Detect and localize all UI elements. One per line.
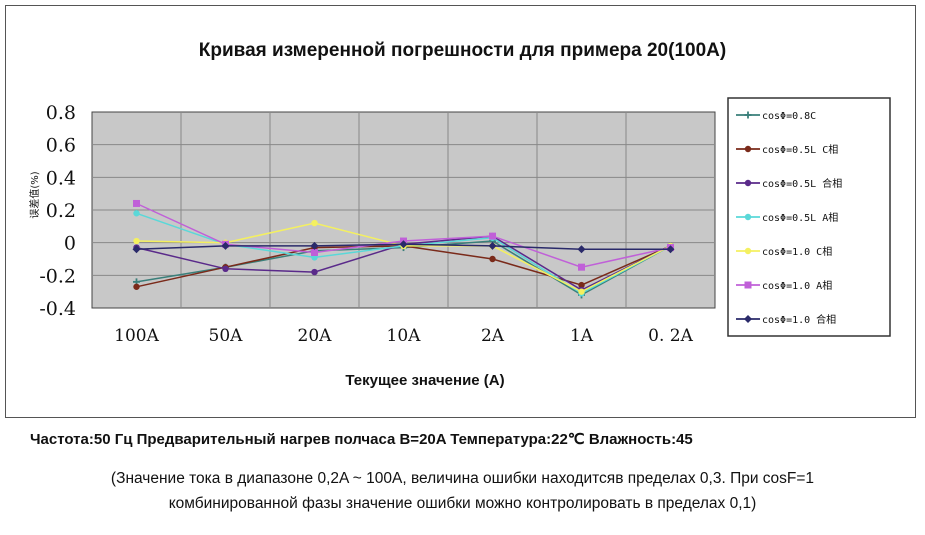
data-point-series-7 [666, 245, 675, 254]
y-tick-label: 0.6 [46, 135, 76, 157]
x-tick-label: 0. 2A [648, 326, 693, 346]
data-point-series-4 [133, 210, 140, 217]
chart-title: Кривая измеренной погрешности для пример… [198, 40, 727, 61]
x-tick-label: 100A [114, 326, 159, 346]
note-line-2: комбинированной фазы значение ошибки мож… [168, 495, 757, 512]
legend-marker [744, 281, 752, 289]
legend-marker [744, 247, 752, 255]
y-axis-title: 误差值(%) [28, 171, 41, 218]
legend-label: cosΦ=0.5L C相 [762, 143, 838, 156]
legend-marker [744, 213, 752, 221]
y-tick-label: 0.2 [46, 200, 76, 222]
data-point-series-7 [310, 241, 319, 250]
chart-svg: -0.4 -0.2 0 0.2 0.4 0.6 0.8 误差值(%) 100A 50A 20A 10A… [28, 97, 891, 346]
legend-marker [744, 179, 752, 187]
x-tick-label: 10A [387, 326, 422, 346]
data-point-series-2 [578, 281, 585, 289]
y-tick-label: 0.4 [46, 167, 76, 189]
legend-label: cosΦ=1.0 C相 [762, 245, 832, 258]
data-point-series-5 [578, 288, 585, 295]
data-point-series-6 [311, 248, 318, 256]
legend-label: cosΦ=0.5L 合相 [762, 177, 842, 190]
note-line-1: (Значение тока в диапазоне 0,2A ~ 100A, … [110, 470, 815, 487]
legend-marker [744, 145, 752, 153]
data-point-series-7 [132, 245, 141, 254]
data-point-series-5 [311, 219, 318, 227]
conditions-text: Частота:50 Гц Предварительный нагрев пол… [30, 431, 693, 448]
x-tick-label: 1A [570, 326, 594, 346]
data-point-series-2 [133, 283, 140, 290]
data-point-series-7 [577, 245, 586, 254]
y-tick-label: -0.4 [39, 298, 76, 320]
data-point-series-6 [489, 232, 496, 240]
data-point-series-5 [133, 237, 140, 245]
x-tick-label: 50A [209, 326, 244, 346]
data-point-series-7 [221, 241, 230, 250]
data-point-series-7 [488, 241, 497, 250]
legend-label: cosΦ=1.0 A相 [762, 279, 832, 292]
data-point-series-3 [311, 268, 318, 276]
y-tick-label: 0 [64, 233, 76, 255]
x-tick-label: 2A [481, 326, 505, 346]
y-tick-label: 0.8 [46, 102, 76, 124]
data-point-series-7 [399, 240, 408, 249]
x-tick-label: 20A [298, 326, 333, 346]
legend-marker [744, 315, 752, 323]
data-point-series-6 [578, 263, 585, 271]
data-point-series-2 [489, 255, 496, 263]
data-point-series-3 [222, 265, 229, 272]
y-tick-label: -0.2 [39, 265, 76, 287]
legend-label: cosΦ=0.8C [762, 111, 816, 122]
data-point-series-6 [133, 199, 140, 207]
legend-label: cosΦ=1.0 合相 [762, 313, 836, 326]
legend-label: cosΦ=0.5L A相 [762, 211, 838, 224]
x-axis-title: Текущее значение (A) [345, 372, 505, 389]
